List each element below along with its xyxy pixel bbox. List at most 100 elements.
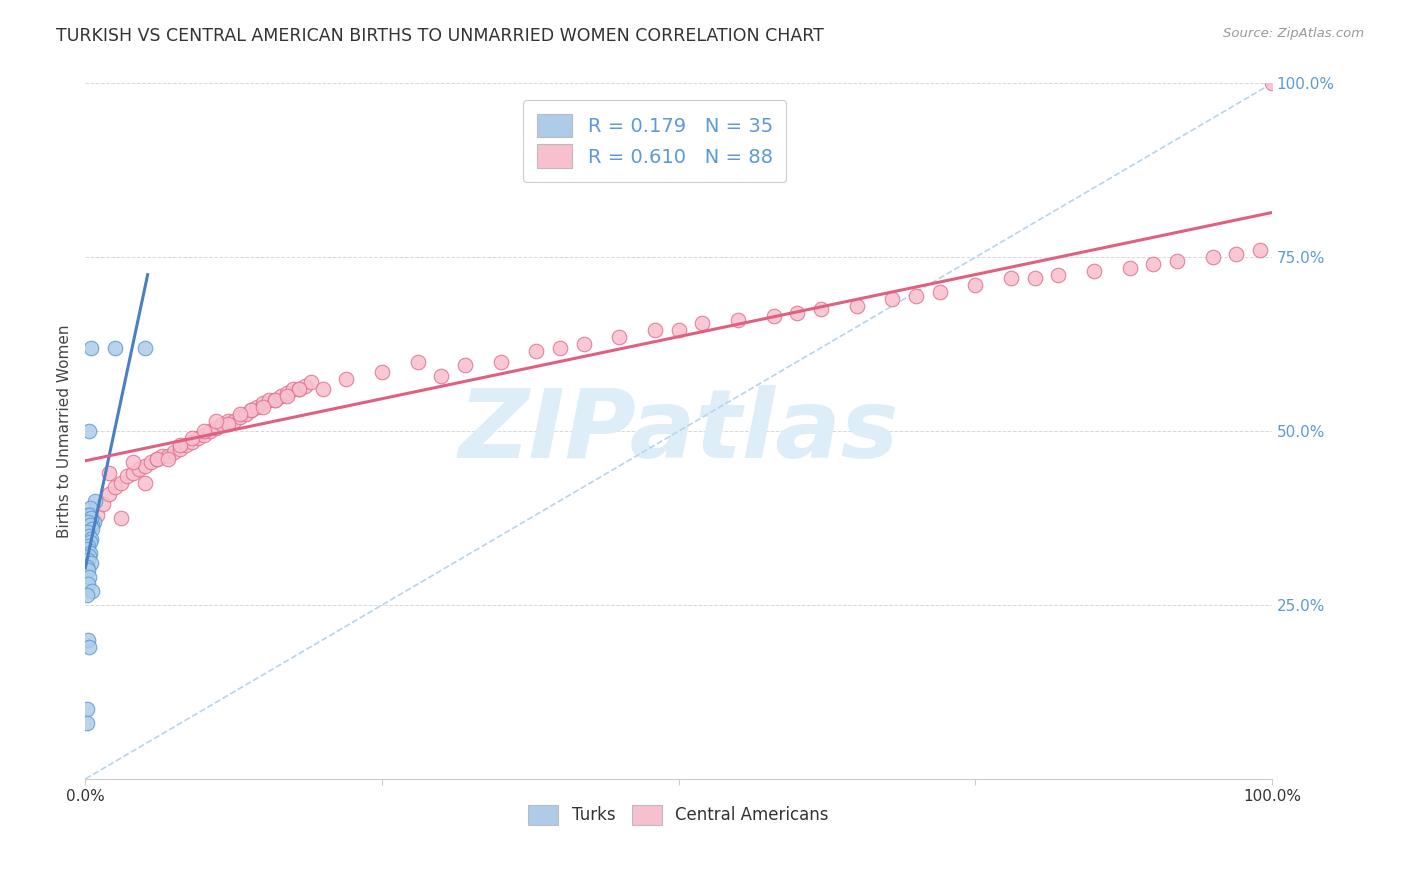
Point (134, 476, 156, 491)
Point (121, 455, 143, 469)
Point (454, 358, 477, 372)
Point (371, 365, 394, 379)
Point (299, 376, 322, 390)
Point (139, 455, 162, 469)
Point (211, 417, 233, 432)
Point (76, 515, 98, 529)
Point (786, 306, 808, 320)
Point (1249, 244, 1271, 258)
Point (80, 341, 103, 355)
Point (152, 449, 174, 463)
Point (1047, 268, 1070, 282)
Point (205, 414, 228, 428)
Point (1166, 253, 1188, 268)
Point (86, 508, 108, 522)
Point (294, 379, 316, 393)
Point (1083, 264, 1105, 278)
Point (430, 368, 453, 383)
Point (1142, 257, 1164, 271)
Point (79, 500, 101, 515)
Point (198, 424, 221, 438)
Point (91, 497, 114, 511)
Point (228, 407, 250, 421)
Point (110, 511, 132, 525)
Point (76, 539, 98, 553)
Point (76, 559, 98, 574)
Point (572, 337, 595, 351)
Point (187, 431, 209, 445)
Point (264, 392, 287, 407)
Point (1201, 250, 1223, 264)
Point (163, 445, 186, 459)
Point (228, 410, 250, 425)
Point (77, 549, 100, 564)
Point (128, 462, 150, 476)
Point (76, 542, 98, 557)
Point (76, 702, 98, 716)
Point (928, 285, 950, 299)
Point (1118, 260, 1140, 275)
Point (98, 487, 121, 501)
Point (217, 417, 239, 432)
Point (82, 522, 104, 536)
Point (181, 434, 204, 449)
Point (79, 535, 101, 549)
Point (76, 632, 98, 647)
Point (845, 299, 868, 313)
Point (810, 302, 832, 317)
Point (1024, 271, 1046, 285)
Point (644, 323, 666, 337)
Point (157, 449, 180, 463)
Point (240, 403, 263, 417)
Point (104, 341, 127, 355)
Point (76, 553, 98, 567)
Point (80, 532, 103, 546)
Point (276, 389, 298, 403)
Point (98, 466, 121, 480)
Point (76, 716, 98, 731)
Point (169, 442, 191, 456)
Point (77, 640, 100, 654)
Point (882, 292, 904, 306)
Point (77, 424, 100, 438)
Point (76, 524, 98, 539)
Point (904, 288, 927, 302)
Point (79, 518, 101, 533)
Point (222, 414, 245, 428)
Point (104, 480, 127, 494)
Point (121, 466, 143, 480)
Point (1000, 271, 1022, 285)
Point (276, 386, 298, 401)
Point (145, 452, 167, 467)
Point (264, 392, 287, 407)
Point (82, 518, 104, 533)
Point (312, 383, 335, 397)
Point (77, 528, 100, 542)
Point (80, 557, 103, 571)
Point (240, 403, 263, 417)
Point (235, 407, 257, 421)
Point (76, 508, 98, 522)
Y-axis label: Births to Unmarried Women: Births to Unmarried Women (58, 325, 72, 538)
Point (1261, 77, 1284, 91)
Point (110, 476, 132, 491)
Point (181, 431, 204, 445)
Point (1225, 247, 1247, 261)
Point (80, 511, 103, 525)
Point (82, 584, 104, 599)
Point (145, 452, 167, 467)
Point (406, 354, 429, 368)
Point (762, 310, 785, 324)
Point (252, 396, 274, 410)
Point (607, 330, 630, 344)
Point (281, 383, 304, 397)
Point (668, 323, 690, 337)
Point (115, 469, 138, 483)
Point (335, 372, 357, 386)
Point (76, 511, 98, 525)
Point (77, 570, 100, 584)
Point (548, 341, 571, 355)
Point (134, 458, 156, 473)
Point (288, 383, 311, 397)
Legend: Turks, Central Americans: Turks, Central Americans (520, 797, 837, 833)
